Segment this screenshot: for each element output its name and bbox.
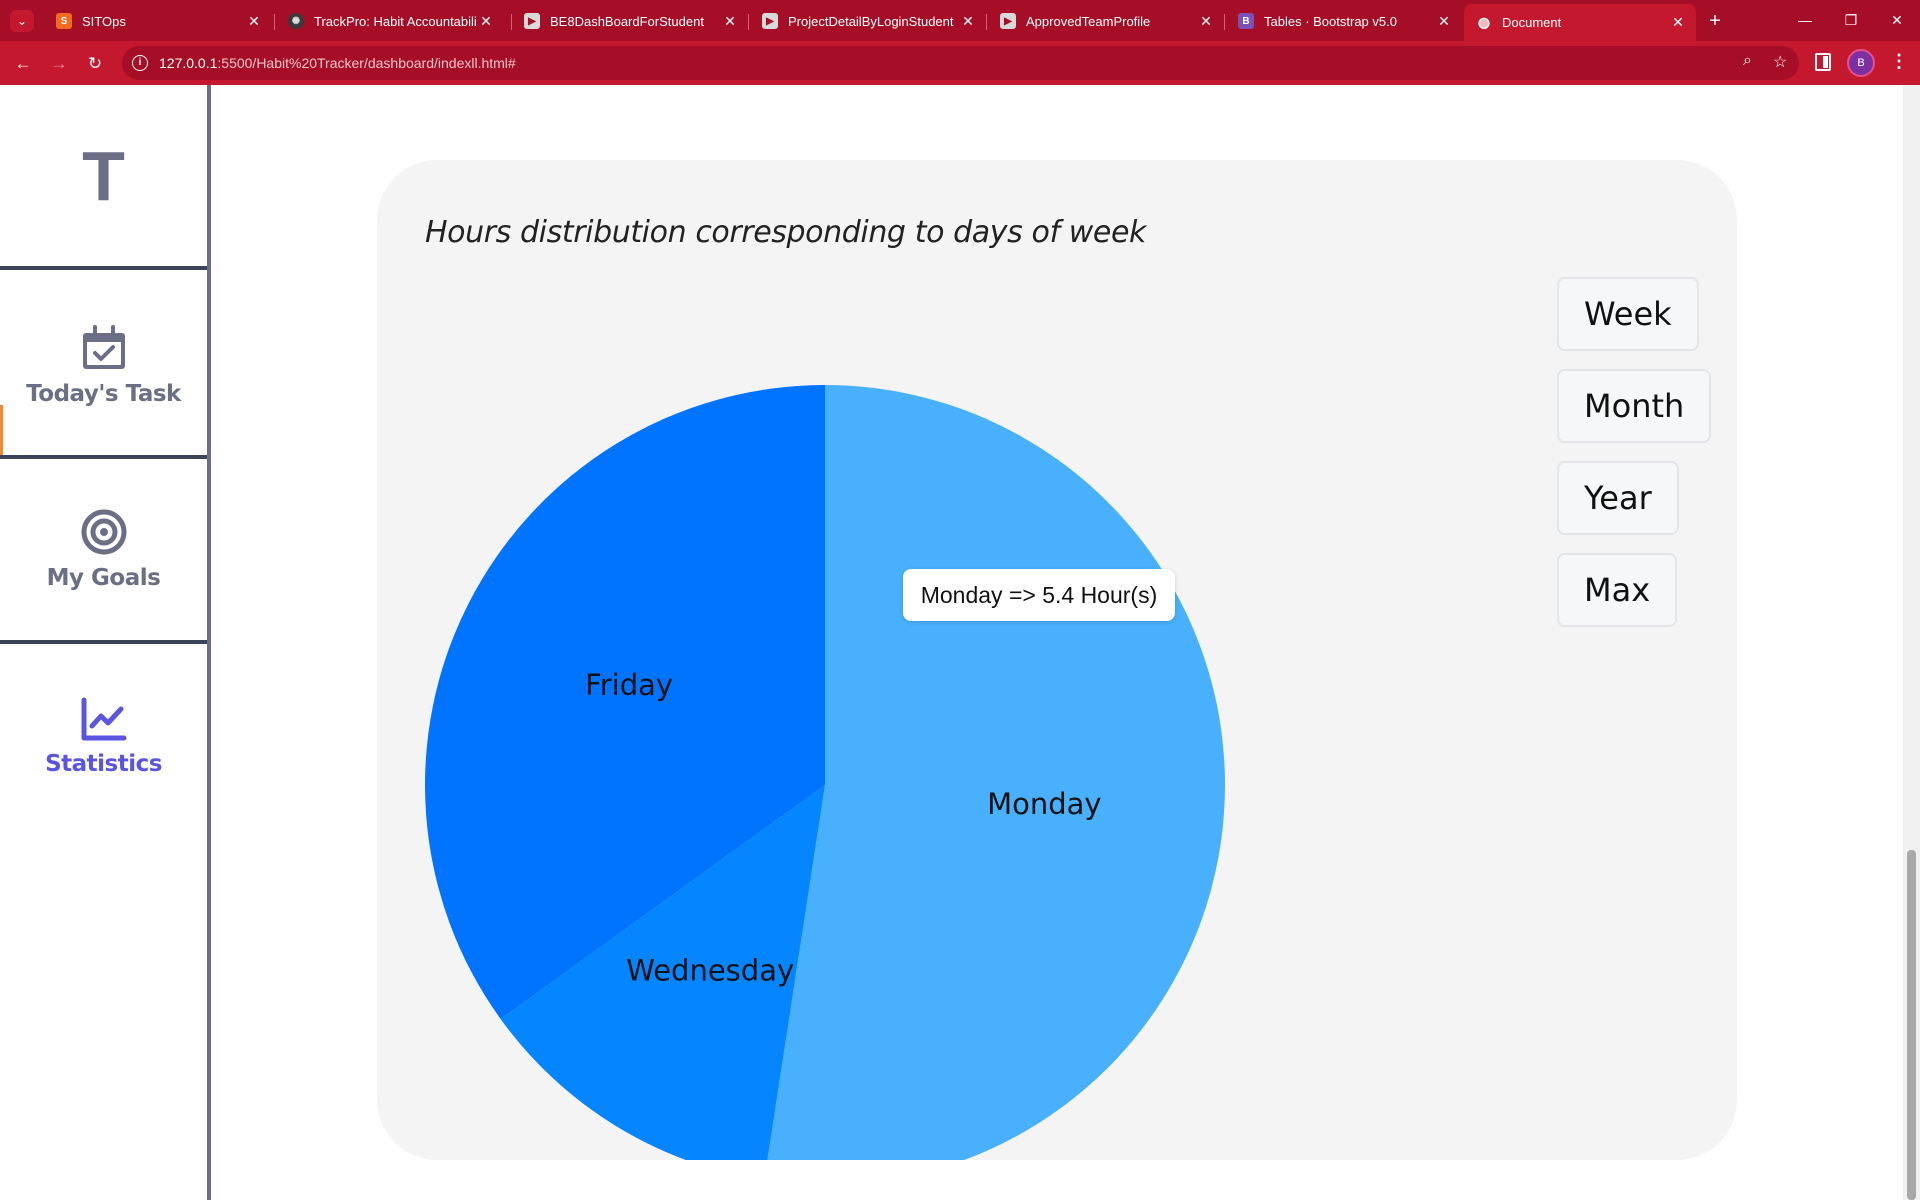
close-icon[interactable]: ✕ (1438, 12, 1450, 29)
pie-chart[interactable]: Monday Wednesday Friday (377, 160, 1377, 1160)
page-icon: ▶ (1000, 13, 1016, 29)
pie-label-wednesday: Wednesday (626, 954, 794, 988)
chart-title: Hours distribution corresponding to days… (425, 215, 1146, 250)
forward-button[interactable]: → (50, 54, 68, 73)
tab-separator (986, 14, 987, 30)
tab-separator (511, 14, 512, 30)
calendar-check-icon (82, 324, 125, 369)
scrollbar-thumb[interactable] (1907, 850, 1916, 1200)
page-content: T Today's Task My Goals Statist (0, 85, 1920, 1200)
side-panel-icon[interactable] (1815, 53, 1831, 71)
close-icon[interactable]: ✕ (724, 12, 736, 29)
tab-document[interactable]: ◍ Document ✕ (1464, 4, 1696, 41)
chart-tooltip: Monday => 5.4 Hour(s) (903, 569, 1175, 621)
pie-label-friday: Friday (585, 668, 673, 702)
profile-avatar[interactable]: B (1847, 49, 1875, 77)
zoom-icon[interactable]: ⌕ (1743, 52, 1752, 69)
pie-slice-friday[interactable] (424, 385, 825, 1020)
back-button[interactable]: ← (14, 54, 32, 73)
tab-trackpro[interactable]: ✺ TrackPro: Habit Accountability ✕ (276, 6, 504, 36)
page-icon: ▶ (762, 13, 778, 29)
pie-label-monday: Monday (987, 787, 1102, 821)
openai-icon: ✺ (288, 13, 304, 29)
browser-toolbar: ← → ↻ i 127.0.0.1:5500/Habit%20Tracker/d… (0, 41, 1920, 85)
close-icon[interactable]: ✕ (1672, 14, 1684, 30)
sidebar-item-statistics[interactable]: Statistics (0, 644, 207, 829)
tab-separator (274, 14, 275, 30)
page-scrollbar[interactable] (1903, 85, 1920, 1200)
chart-line-icon (81, 697, 126, 740)
target-icon (81, 509, 126, 554)
app-logo[interactable]: T (0, 85, 207, 270)
tab-bootstrap-tables[interactable]: B Tables · Bootstrap v5.0 ✕ (1226, 6, 1462, 36)
url-text[interactable]: 127.0.0.1:5500/Habit%20Tracker/dashboard… (159, 55, 516, 71)
close-icon[interactable]: ✕ (1200, 12, 1212, 29)
accent-mark (0, 405, 3, 455)
restore-button[interactable]: ❐ (1844, 12, 1858, 28)
browser-tab-bar: ⌄ S SITOps ✕ ✺ TrackPro: Habit Accountab… (0, 0, 1920, 41)
close-icon[interactable]: ✕ (962, 12, 974, 29)
tab-sitops[interactable]: S SITOps ✕ (44, 6, 272, 36)
sidebar-item-todays-task[interactable]: Today's Task (0, 274, 207, 459)
bookmark-star-icon[interactable]: ☆ (1773, 54, 1788, 71)
sidebar-item-label: Today's Task (26, 380, 181, 407)
sidebar-item-label: Statistics (45, 750, 162, 777)
close-icon[interactable]: ✕ (480, 12, 492, 29)
statistics-card: Hours distribution corresponding to days… (377, 160, 1737, 1160)
bootstrap-icon: B (1238, 13, 1254, 29)
tab-projectdetail[interactable]: ▶ ProjectDetailByLoginStudent ✕ (750, 6, 986, 36)
pie-slice-wednesday[interactable] (500, 785, 825, 1160)
tab-approvedteam[interactable]: ▶ ApprovedTeamProfile ✕ (988, 6, 1224, 36)
sidebar-item-label: My Goals (46, 564, 161, 591)
month-button[interactable]: Month (1557, 369, 1712, 443)
minimize-button[interactable]: — (1798, 12, 1812, 28)
pie-slice-monday[interactable] (764, 385, 1225, 1160)
page-icon: ▶ (524, 13, 540, 29)
year-button[interactable]: Year (1557, 461, 1679, 535)
sitops-icon: S (56, 13, 72, 29)
tab-separator (1224, 14, 1225, 30)
address-bar[interactable]: i 127.0.0.1:5500/Habit%20Tracker/dashboa… (122, 46, 1799, 80)
tab-search-icon[interactable]: ⌄ (10, 10, 34, 32)
sidebar: T Today's Task My Goals Statist (0, 85, 211, 1200)
sidebar-item-my-goals[interactable]: My Goals (0, 459, 207, 644)
week-button[interactable]: Week (1557, 277, 1699, 351)
close-icon[interactable]: ✕ (248, 12, 260, 29)
reload-button[interactable]: ↻ (87, 54, 103, 73)
globe-icon: ◍ (1477, 14, 1491, 30)
tab-be8dashboard[interactable]: ▶ BE8DashBoardForStudent ✕ (512, 6, 748, 36)
close-window-button[interactable]: ✕ (1891, 12, 1903, 28)
max-button[interactable]: Max (1557, 553, 1678, 627)
new-tab-button[interactable]: + (1709, 10, 1721, 32)
tab-separator (748, 14, 749, 30)
site-info-icon[interactable]: i (132, 55, 148, 71)
browser-menu-icon[interactable]: ⋮ (1890, 51, 1908, 71)
